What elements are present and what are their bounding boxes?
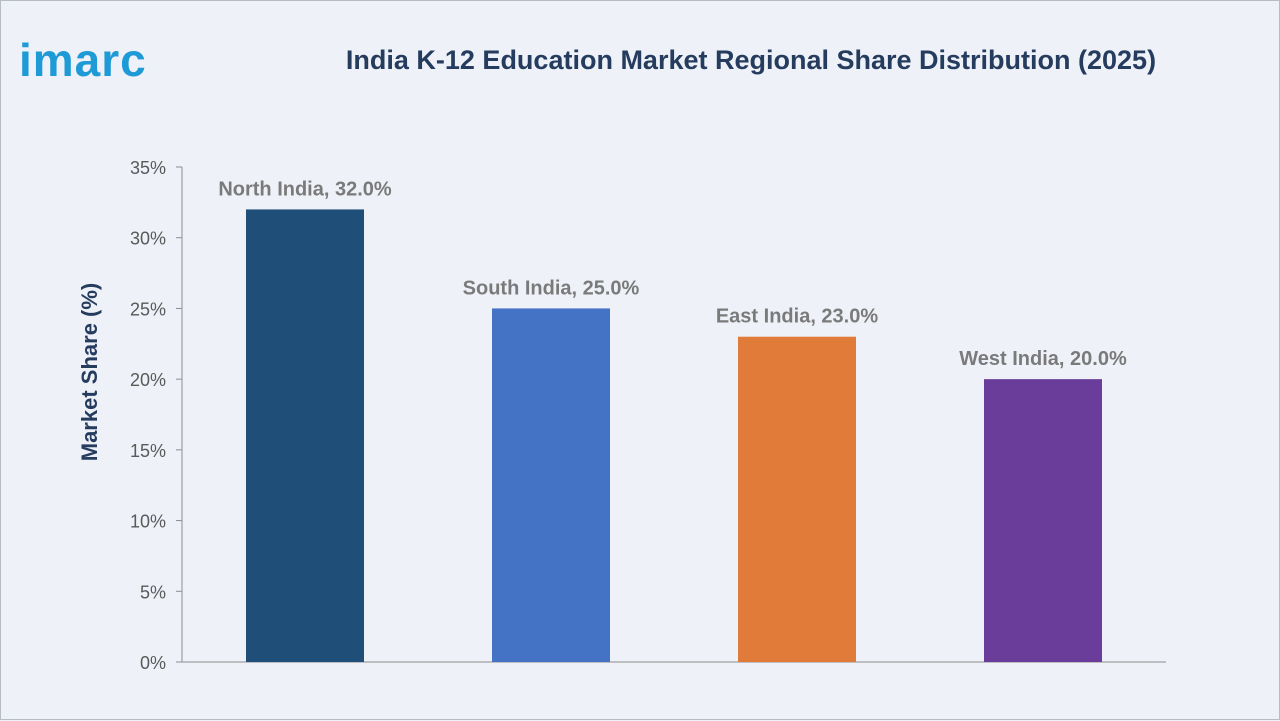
bar-east-india (738, 336, 856, 662)
bar-north-india (246, 209, 364, 662)
y-tick-label: 15% (130, 441, 166, 461)
imarc-logo: imarc (19, 34, 147, 86)
data-label: North India, 32.0% (218, 178, 392, 200)
y-axis-label: Market Share (%) (77, 283, 102, 462)
bar-south-india (492, 308, 610, 662)
y-tick-label: 30% (130, 229, 166, 249)
data-label: East India, 23.0% (716, 306, 879, 328)
y-tick-label: 35% (130, 158, 166, 178)
data-label: South India, 25.0% (463, 277, 640, 299)
y-tick-label: 20% (130, 370, 166, 390)
y-tick-label: 5% (140, 582, 166, 602)
y-tick-label: 25% (130, 299, 166, 319)
data-label: West India, 20.0% (959, 348, 1127, 370)
y-tick-label: 10% (130, 512, 166, 532)
y-tick-label: 0% (140, 653, 166, 673)
bar-west-india (984, 379, 1102, 662)
chart-title: India K-12 Education Market Regional Sha… (345, 45, 1157, 75)
